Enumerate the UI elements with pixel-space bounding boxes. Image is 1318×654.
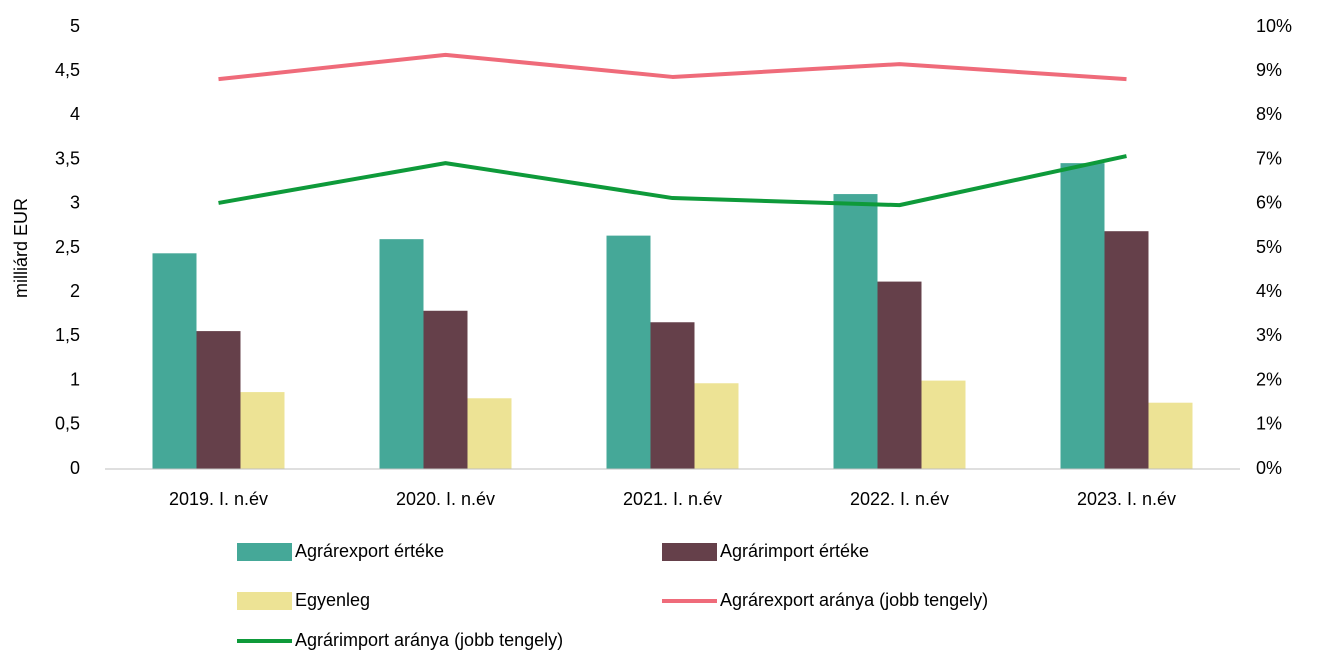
legend-label: Agrárimport értéke [720, 541, 869, 561]
bar [1104, 231, 1149, 469]
legend-label: Agrárexport értéke [295, 541, 444, 561]
y-axis-label: milliárd EUR [11, 198, 31, 298]
bar [1060, 163, 1105, 470]
y-tick-label: 2,5 [55, 237, 80, 257]
y2-tick-label: 3% [1256, 325, 1282, 345]
y2-tick-label: 5% [1256, 237, 1282, 257]
y2-tick-label: 10% [1256, 16, 1292, 36]
x-tick-label: 2023. I. n.év [1077, 489, 1176, 509]
bar [833, 194, 878, 470]
x-tick-label: 2019. I. n.év [169, 489, 268, 509]
line-series [218, 52, 1127, 82]
y-tick-label: 3 [70, 193, 80, 213]
legend-label: Agrárimport aránya (jobb tengely) [295, 630, 563, 650]
legend-label: Agrárexport aránya (jobb tengely) [720, 590, 988, 610]
y-tick-label: 4 [70, 104, 80, 124]
legend-swatch [237, 592, 292, 610]
bar [694, 383, 739, 469]
y-tick-label: 4,5 [55, 60, 80, 80]
y2-tick-label: 7% [1256, 148, 1282, 168]
y-tick-label: 1 [70, 369, 80, 389]
bar [1148, 402, 1193, 469]
legend-label: Egyenleg [295, 590, 370, 610]
bar [379, 239, 424, 469]
y2-tick-label: 4% [1256, 281, 1282, 301]
y2-tick-label: 2% [1256, 369, 1282, 389]
bar [921, 380, 966, 469]
y-tick-label: 0 [70, 458, 80, 478]
bar [877, 281, 922, 469]
legend-swatch [237, 543, 292, 561]
y2-tick-label: 0% [1256, 458, 1282, 478]
y-tick-label: 1,5 [55, 325, 80, 345]
bar [423, 310, 468, 469]
y-tick-label: 5 [70, 16, 80, 36]
bar [196, 331, 241, 469]
y-tick-label: 0,5 [55, 414, 80, 434]
x-tick-label: 2020. I. n.év [396, 489, 495, 509]
x-tick-label: 2021. I. n.év [623, 489, 722, 509]
y2-tick-label: 9% [1256, 60, 1282, 80]
legend-swatch [662, 543, 717, 561]
line-series [218, 154, 1127, 208]
y-tick-label: 2 [70, 281, 80, 301]
x-tick-label: 2022. I. n.év [850, 489, 949, 509]
y2-tick-label: 6% [1256, 193, 1282, 213]
bar [152, 253, 197, 469]
bar [650, 322, 695, 469]
bar [467, 398, 512, 469]
bar [240, 392, 285, 469]
y2-tick-label: 1% [1256, 414, 1282, 434]
y2-tick-label: 8% [1256, 104, 1282, 124]
y-tick-label: 3,5 [55, 148, 80, 168]
bar [606, 235, 651, 469]
